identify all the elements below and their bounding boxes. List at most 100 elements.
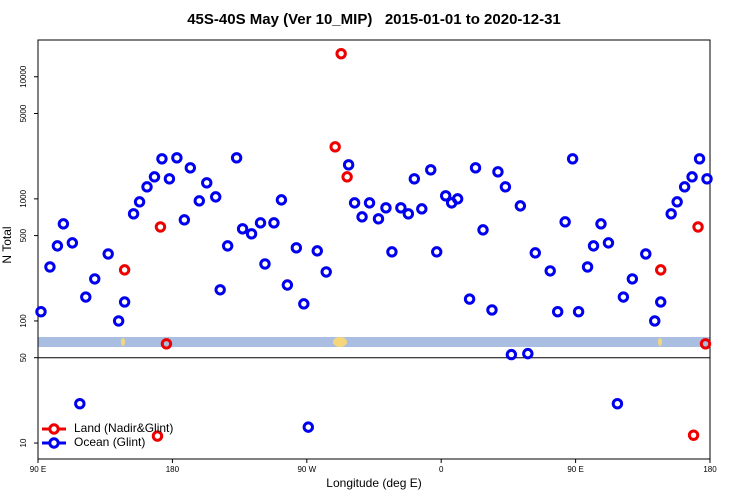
point	[102, 248, 114, 260]
point	[320, 266, 332, 278]
point	[80, 291, 92, 303]
point	[469, 162, 482, 174]
point	[617, 291, 630, 303]
point	[402, 208, 415, 220]
point	[210, 191, 222, 203]
point	[89, 273, 101, 285]
point	[559, 216, 571, 228]
point	[492, 166, 504, 178]
point	[348, 197, 361, 209]
point	[44, 261, 56, 273]
point	[154, 221, 167, 233]
point	[372, 213, 385, 225]
point	[439, 190, 452, 202]
point	[693, 153, 706, 165]
point	[451, 193, 464, 205]
point	[156, 153, 168, 165]
point	[342, 159, 355, 171]
point	[581, 261, 594, 273]
point	[380, 202, 392, 214]
point	[687, 429, 700, 441]
legend-marker	[48, 437, 60, 449]
point	[184, 162, 197, 174]
legend-label: Ocean (Glint)	[74, 435, 145, 449]
point	[178, 214, 191, 226]
point	[678, 181, 691, 193]
point	[335, 47, 347, 60]
y-tick-label: 1000	[19, 189, 28, 207]
point	[57, 218, 70, 230]
point	[640, 248, 652, 260]
point	[595, 218, 607, 230]
point	[587, 240, 600, 252]
coverage-band	[38, 337, 710, 347]
point	[268, 217, 280, 229]
point	[356, 211, 368, 223]
point	[201, 177, 213, 189]
point	[311, 245, 323, 257]
legend-marker	[48, 423, 60, 435]
point	[529, 247, 541, 259]
point	[259, 258, 271, 270]
point	[214, 284, 226, 296]
y-tick-label: 10	[19, 438, 28, 447]
x-tick-label: 90 E	[30, 465, 46, 474]
point	[551, 306, 564, 318]
point	[141, 181, 153, 193]
point	[514, 200, 527, 212]
point	[655, 296, 667, 308]
point	[701, 173, 713, 185]
point	[151, 430, 164, 442]
point	[486, 304, 498, 316]
coverage-band-mark	[658, 338, 662, 346]
point	[298, 298, 310, 310]
point	[133, 196, 146, 208]
coverage-band-mark	[333, 337, 347, 347]
point	[386, 246, 398, 258]
point	[416, 203, 428, 215]
y-tick-label: 100	[19, 314, 28, 328]
point	[699, 338, 712, 350]
point	[148, 171, 161, 183]
point	[477, 224, 489, 236]
point	[118, 296, 131, 308]
x-tick-label: 180	[703, 465, 717, 474]
point	[602, 237, 615, 249]
point	[626, 273, 639, 285]
x-tick-label: 180	[166, 465, 180, 474]
point	[118, 264, 131, 276]
coverage-band-mark	[121, 338, 125, 346]
y-tick-label: 5000	[19, 104, 28, 122]
x-tick-label: 90 E	[567, 465, 583, 474]
point	[66, 237, 79, 249]
point	[302, 421, 314, 433]
point	[236, 223, 249, 235]
point	[522, 347, 534, 360]
point	[275, 194, 288, 206]
point	[572, 306, 585, 318]
point	[221, 240, 234, 252]
y-tick-label: 50	[19, 353, 28, 362]
point	[505, 348, 518, 361]
point	[35, 306, 47, 318]
point	[329, 141, 341, 153]
chart-title: 45S-40S May (Ver 10_MIP) 2015-01-01 to 2…	[187, 11, 561, 28]
point	[408, 173, 421, 185]
point	[499, 181, 512, 193]
point	[692, 221, 704, 233]
legend-label: Land (Nadir&Glint)	[74, 421, 173, 435]
point	[655, 264, 667, 276]
point	[193, 195, 205, 207]
point	[686, 171, 698, 183]
point	[395, 202, 407, 214]
point	[74, 397, 86, 410]
point	[665, 208, 677, 220]
x-tick-label: 0	[439, 465, 444, 474]
point	[431, 246, 443, 258]
point	[649, 315, 661, 327]
point	[51, 240, 64, 252]
point	[463, 293, 476, 305]
x-axis-label: Longitude (deg E)	[326, 476, 421, 490]
point	[230, 152, 243, 164]
